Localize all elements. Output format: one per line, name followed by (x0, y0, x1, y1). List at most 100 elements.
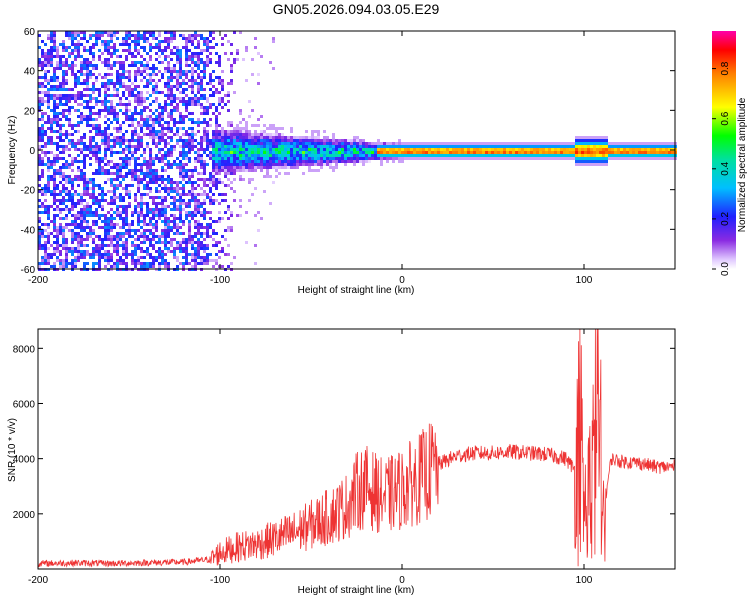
spectrogram-cell (62, 226, 65, 229)
spectrogram-cell (197, 238, 200, 241)
spectrogram-cell (77, 55, 80, 58)
spectrogram-cell (134, 55, 137, 58)
spectrogram-cell (353, 151, 356, 154)
spectrogram-cell (74, 235, 77, 238)
spectrogram-cell (281, 163, 284, 166)
spectrogram-cell (143, 124, 146, 127)
spectrogram-cell (206, 163, 209, 166)
spectrogram-cell (137, 133, 140, 136)
spectrogram-cell (446, 145, 449, 148)
spectrogram-cell (59, 217, 62, 220)
spectrogram-cell (59, 169, 62, 172)
spectrogram-cell (191, 40, 194, 43)
spectrogram-cell (176, 259, 179, 262)
spectrogram-cell (47, 79, 50, 82)
spectrogram-cell (275, 133, 278, 136)
spectrogram-cell (137, 262, 140, 265)
spectrogram-cell (638, 142, 641, 145)
spectrogram-cell (74, 100, 77, 103)
spectrogram-cell (170, 40, 173, 43)
spectrogram-cell (206, 223, 209, 226)
spectrogram-cell (122, 232, 125, 235)
spectrogram-cell (335, 145, 338, 148)
spectrogram-cell (149, 46, 152, 49)
spectrogram-cell (455, 154, 458, 157)
spectrogram-cell (164, 37, 167, 40)
spectrogram-cell (260, 217, 263, 220)
spectrogram-cell (251, 160, 254, 163)
spectrogram-cell (164, 241, 167, 244)
spectrogram-cell (86, 211, 89, 214)
spectrogram-cell (260, 115, 263, 118)
spectrogram-cell (158, 211, 161, 214)
spectrogram-cell (212, 175, 215, 178)
spectrogram-cell (110, 259, 113, 262)
spectrogram-cell (233, 130, 236, 133)
spectrogram-cell (281, 136, 284, 139)
spectrogram-cell (245, 142, 248, 145)
spectrogram-cell (38, 61, 41, 64)
spectrogram-cell (230, 211, 233, 214)
spectrogram-cell (56, 118, 59, 121)
spectrogram-cell (551, 145, 554, 148)
spectrogram-cell (353, 160, 356, 163)
spectrogram-cell (311, 130, 314, 133)
spectrogram-cell (464, 154, 467, 157)
spectrogram-cell (143, 76, 146, 79)
spectrogram-cell (86, 121, 89, 124)
spectrogram-cell (245, 163, 248, 166)
spectrogram-cell (131, 157, 134, 160)
spectrogram-cell (182, 91, 185, 94)
spectrogram-cell (230, 64, 233, 67)
spectrogram-cell (146, 82, 149, 85)
spectrogram-cell (389, 154, 392, 157)
spectrogram-cell (188, 205, 191, 208)
spectrogram-cell (257, 145, 260, 148)
spectrogram-cell (131, 229, 134, 232)
spectrogram-cell (239, 205, 242, 208)
spectrogram-cell (62, 202, 65, 205)
spectrogram-cell (107, 88, 110, 91)
spectrogram-cell (200, 94, 203, 97)
spectrogram-cell (203, 226, 206, 229)
spectrogram-cell (185, 241, 188, 244)
spectrogram-cell (506, 154, 509, 157)
spectrogram-cell (644, 157, 647, 160)
spectrogram-cell (92, 148, 95, 151)
spectrogram-cell (290, 157, 293, 160)
spectrogram-cell (59, 157, 62, 160)
spectrogram-cell (164, 154, 167, 157)
spectrogram-cell (362, 163, 365, 166)
spectrogram-cell (107, 82, 110, 85)
spectrogram-cell (260, 130, 263, 133)
spectrogram-cell (593, 163, 596, 166)
spectrogram-cell (65, 148, 68, 151)
spectrogram-cell (140, 265, 143, 268)
spectrogram-cell (143, 187, 146, 190)
spectrogram-cell (641, 145, 644, 148)
spectrogram-cell (479, 157, 482, 160)
spectrogram-cell (131, 133, 134, 136)
spectrogram-cell (44, 142, 47, 145)
spectrogram-cell (437, 145, 440, 148)
spectrogram-cell (644, 148, 647, 151)
spectrogram-cell (152, 37, 155, 40)
spectrogram-cell (107, 34, 110, 37)
spectrogram-cell (341, 142, 344, 145)
spectrogram-cell (668, 151, 671, 154)
spectrogram-cell (215, 232, 218, 235)
spectrogram-cell (101, 82, 104, 85)
spectrogram-cell (524, 148, 527, 151)
spectrogram-cell (182, 202, 185, 205)
spectrogram-cell (536, 148, 539, 151)
spectrogram-cell (188, 223, 191, 226)
spectrogram-cell (62, 97, 65, 100)
spectrogram-cell (179, 247, 182, 250)
spectrogram-cell (197, 184, 200, 187)
spectrogram-cell (371, 154, 374, 157)
spectrogram-cell (50, 166, 53, 169)
spectrogram-cell (404, 157, 407, 160)
spectrogram-cell (443, 145, 446, 148)
spectrogram-cell (413, 148, 416, 151)
spectrogram-cell (215, 130, 218, 133)
